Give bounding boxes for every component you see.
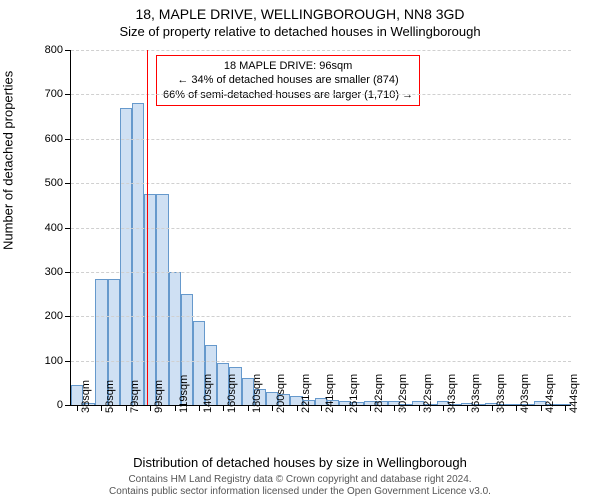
y-tick-label: 0 bbox=[23, 399, 63, 411]
attribution-line-2: Contains public sector information licen… bbox=[0, 486, 600, 498]
x-tick bbox=[199, 405, 200, 411]
x-tick-label: 282sqm bbox=[373, 374, 385, 413]
x-tick-label: 119sqm bbox=[178, 375, 190, 413]
x-tick bbox=[345, 405, 346, 411]
x-tick bbox=[272, 405, 273, 411]
y-tick bbox=[65, 272, 71, 273]
attribution-line-1: Contains HM Land Registry data © Crown c… bbox=[0, 474, 600, 486]
x-tick-label: 180sqm bbox=[251, 374, 263, 413]
x-tick bbox=[492, 405, 493, 411]
x-tick bbox=[565, 405, 566, 411]
x-tick bbox=[516, 405, 517, 411]
y-tick bbox=[65, 183, 71, 184]
y-tick-label: 400 bbox=[23, 222, 63, 234]
y-tick bbox=[65, 94, 71, 95]
x-tick bbox=[297, 405, 298, 411]
y-tick-label: 500 bbox=[23, 177, 63, 189]
y-tick bbox=[65, 139, 71, 140]
x-tick-label: 444sqm bbox=[568, 374, 580, 413]
x-tick-label: 140sqm bbox=[202, 374, 214, 413]
x-tick bbox=[370, 405, 371, 411]
x-tick-label: 302sqm bbox=[397, 374, 409, 413]
x-tick-label: 58sqm bbox=[104, 380, 116, 413]
x-tick bbox=[126, 405, 127, 411]
x-tick bbox=[175, 405, 176, 411]
x-tick bbox=[223, 405, 224, 411]
x-tick-label: 343sqm bbox=[446, 374, 458, 413]
x-tick-label: 200sqm bbox=[275, 374, 287, 413]
x-axis-label: Distribution of detached houses by size … bbox=[0, 455, 600, 470]
y-tick-label: 800 bbox=[23, 44, 63, 56]
attribution: Contains HM Land Registry data © Crown c… bbox=[0, 474, 600, 498]
y-tick-label: 600 bbox=[23, 133, 63, 145]
y-tick bbox=[65, 316, 71, 317]
x-tick-label: 38sqm bbox=[80, 380, 92, 413]
y-tick bbox=[65, 405, 71, 406]
x-tick bbox=[150, 405, 151, 411]
x-tick bbox=[394, 405, 395, 411]
x-tick-label: 79sqm bbox=[129, 380, 141, 413]
marker-line bbox=[147, 50, 148, 405]
y-tick-label: 100 bbox=[23, 355, 63, 367]
chart-subtitle: Size of property relative to detached ho… bbox=[0, 24, 600, 39]
annotation-line-1: 18 MAPLE DRIVE: 96sqm bbox=[163, 59, 413, 73]
x-tick bbox=[248, 405, 249, 411]
chart-title: 18, MAPLE DRIVE, WELLINGBOROUGH, NN8 3GD bbox=[0, 6, 600, 22]
y-tick-label: 700 bbox=[23, 88, 63, 100]
x-tick-label: 424sqm bbox=[544, 374, 556, 413]
plot-area: 18 MAPLE DRIVE: 96sqm ← 34% of detached … bbox=[70, 50, 571, 406]
x-tick-label: 322sqm bbox=[422, 374, 434, 413]
x-tick-label: 221sqm bbox=[300, 374, 312, 413]
x-tick-label: 99sqm bbox=[153, 380, 165, 413]
x-tick-label: 261sqm bbox=[348, 374, 360, 413]
x-tick-label: 160sqm bbox=[226, 374, 238, 413]
x-tick bbox=[419, 405, 420, 411]
y-tick bbox=[65, 361, 71, 362]
x-tick bbox=[101, 405, 102, 411]
x-tick bbox=[541, 405, 542, 411]
x-tick bbox=[443, 405, 444, 411]
x-tick-label: 383sqm bbox=[495, 374, 507, 413]
annotation-line-2: ← 34% of detached houses are smaller (87… bbox=[163, 73, 413, 87]
y-axis-label: Number of detached properties bbox=[1, 71, 16, 250]
x-tick-label: 403sqm bbox=[519, 374, 531, 413]
y-tick bbox=[65, 228, 71, 229]
histogram-bar bbox=[156, 194, 168, 405]
histogram-chart: 18, MAPLE DRIVE, WELLINGBOROUGH, NN8 3GD… bbox=[0, 0, 600, 500]
x-tick bbox=[467, 405, 468, 411]
x-tick-label: 241sqm bbox=[324, 374, 336, 413]
x-tick bbox=[77, 405, 78, 411]
x-tick-label: 363sqm bbox=[470, 374, 482, 413]
annotation-box: 18 MAPLE DRIVE: 96sqm ← 34% of detached … bbox=[156, 55, 420, 106]
y-tick bbox=[65, 50, 71, 51]
x-tick bbox=[321, 405, 322, 411]
y-tick-label: 300 bbox=[23, 266, 63, 278]
y-tick-label: 200 bbox=[23, 310, 63, 322]
